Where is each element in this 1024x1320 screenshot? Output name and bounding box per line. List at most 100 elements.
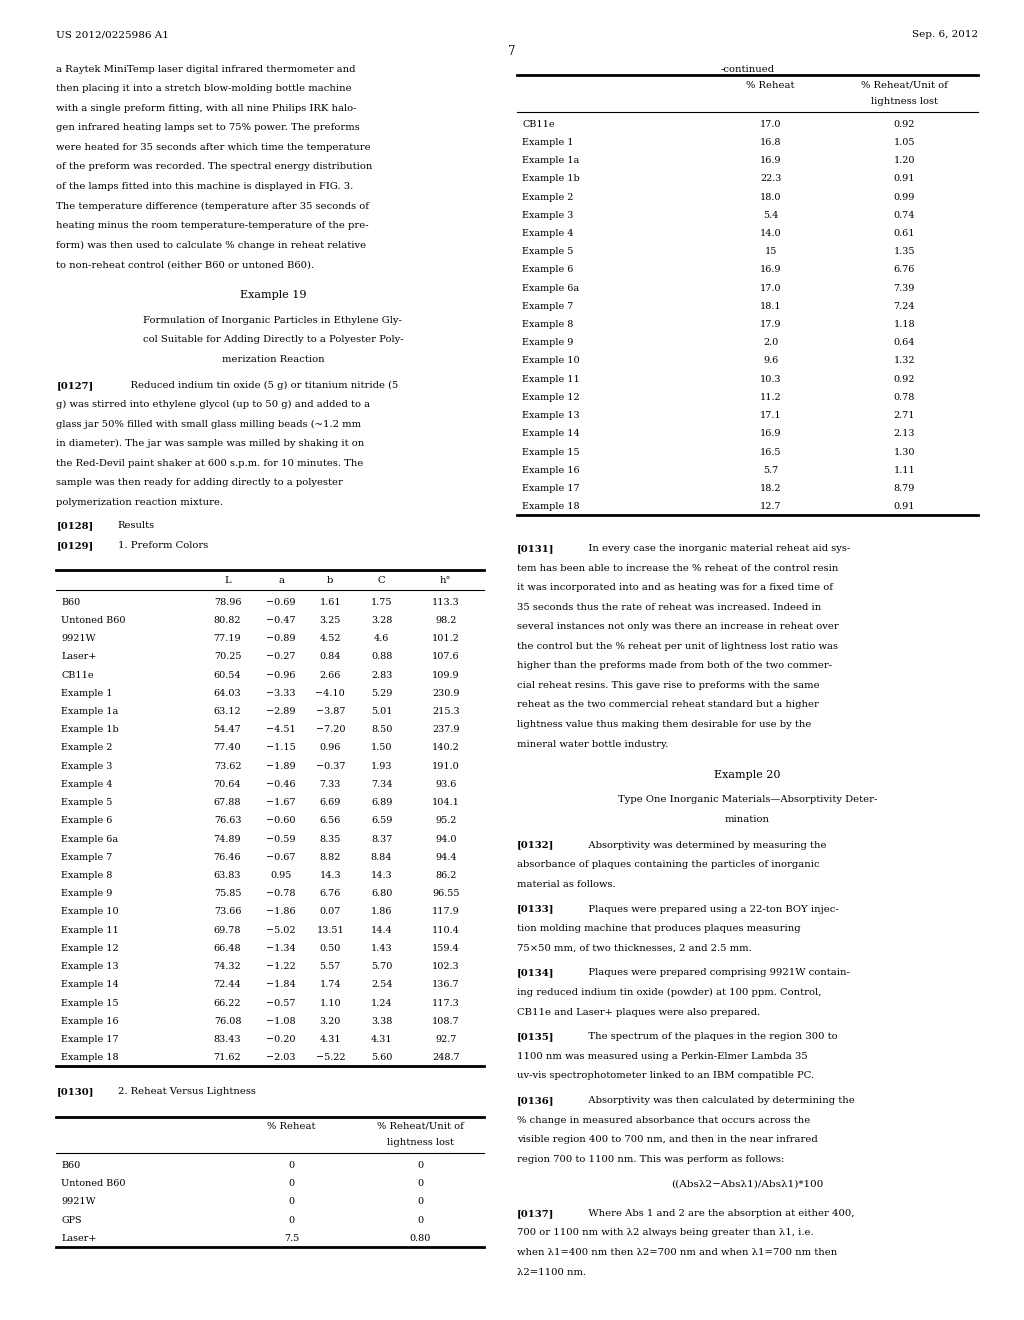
Text: polymerization reaction mixture.: polymerization reaction mixture. (56, 498, 223, 507)
Text: 2.0: 2.0 (763, 338, 778, 347)
Text: it was incorporated into and as heating was for a fixed time of: it was incorporated into and as heating … (517, 583, 834, 593)
Text: [0127]: [0127] (56, 380, 93, 389)
Text: 15: 15 (764, 247, 777, 256)
Text: Example 4: Example 4 (522, 228, 573, 238)
Text: −0.78: −0.78 (266, 890, 296, 898)
Text: C: C (378, 576, 385, 585)
Text: 8.35: 8.35 (319, 834, 341, 843)
Text: 0.92: 0.92 (894, 120, 914, 128)
Text: Sep. 6, 2012: Sep. 6, 2012 (911, 30, 978, 40)
Text: 18.1: 18.1 (760, 302, 781, 310)
Text: −0.69: −0.69 (266, 598, 296, 607)
Text: the control but the % reheat per unit of lightness lost ratio was: the control but the % reheat per unit of… (517, 642, 838, 651)
Text: Example 9: Example 9 (522, 338, 573, 347)
Text: 191.0: 191.0 (432, 762, 460, 771)
Text: 11.2: 11.2 (760, 393, 781, 401)
Text: 76.08: 76.08 (214, 1016, 242, 1026)
Text: 17.0: 17.0 (760, 284, 781, 293)
Text: visible region 400 to 700 nm, and then in the near infrared: visible region 400 to 700 nm, and then i… (517, 1135, 818, 1144)
Text: −1.15: −1.15 (266, 743, 296, 752)
Text: [0131]: [0131] (517, 544, 555, 553)
Text: uv-vis spectrophotometer linked to an IBM compatible PC.: uv-vis spectrophotometer linked to an IB… (517, 1072, 814, 1080)
Text: 1.50: 1.50 (371, 743, 392, 752)
Text: Example 3: Example 3 (522, 211, 573, 219)
Text: 4.31: 4.31 (371, 1035, 392, 1044)
Text: 16.9: 16.9 (760, 156, 781, 165)
Text: 74.89: 74.89 (214, 834, 242, 843)
Text: 12.7: 12.7 (760, 502, 781, 511)
Text: −4.10: −4.10 (315, 689, 345, 698)
Text: Example 18: Example 18 (61, 1053, 119, 1063)
Text: 102.3: 102.3 (432, 962, 460, 972)
Text: 3.20: 3.20 (319, 1016, 341, 1026)
Text: 14.3: 14.3 (319, 871, 341, 880)
Text: region 700 to 1100 nm. This was perform as follows:: region 700 to 1100 nm. This was perform … (517, 1155, 784, 1164)
Text: gen infrared heating lamps set to 75% power. The preforms: gen infrared heating lamps set to 75% po… (56, 123, 360, 132)
Text: 6.80: 6.80 (371, 890, 392, 898)
Text: L: L (224, 576, 230, 585)
Text: 6.69: 6.69 (319, 799, 341, 807)
Text: % change in measured absorbance that occurs across the: % change in measured absorbance that occ… (517, 1115, 810, 1125)
Text: 95.2: 95.2 (435, 816, 457, 825)
Text: 14.0: 14.0 (760, 228, 781, 238)
Text: −0.67: −0.67 (266, 853, 296, 862)
Text: 0.91: 0.91 (894, 502, 914, 511)
Text: 5.60: 5.60 (371, 1053, 392, 1063)
Text: 64.03: 64.03 (214, 689, 242, 698)
Text: −0.57: −0.57 (266, 998, 296, 1007)
Text: 76.63: 76.63 (214, 816, 242, 825)
Text: 75×50 mm, of two thicknesses, 2 and 2.5 mm.: 75×50 mm, of two thicknesses, 2 and 2.5 … (517, 944, 752, 953)
Text: Example 5: Example 5 (522, 247, 573, 256)
Text: Laser+: Laser+ (61, 652, 97, 661)
Text: 86.2: 86.2 (435, 871, 457, 880)
Text: 110.4: 110.4 (432, 925, 460, 935)
Text: h°: h° (440, 576, 452, 585)
Text: 6.56: 6.56 (319, 816, 341, 825)
Text: 0.50: 0.50 (319, 944, 341, 953)
Text: −1.08: −1.08 (266, 1016, 296, 1026)
Text: were heated for 35 seconds after which time the temperature: were heated for 35 seconds after which t… (56, 143, 371, 152)
Text: Example 13: Example 13 (61, 962, 119, 972)
Text: 0.95: 0.95 (270, 871, 292, 880)
Text: 3.25: 3.25 (319, 616, 341, 624)
Text: [0132]: [0132] (517, 841, 554, 850)
Text: −0.46: −0.46 (266, 780, 296, 789)
Text: Example 16: Example 16 (522, 466, 580, 475)
Text: 17.9: 17.9 (760, 319, 781, 329)
Text: Untoned B60: Untoned B60 (61, 616, 126, 624)
Text: then placing it into a stretch blow-molding bottle machine: then placing it into a stretch blow-mold… (56, 84, 352, 94)
Text: 5.57: 5.57 (319, 962, 341, 972)
Text: 215.3: 215.3 (432, 708, 460, 715)
Text: 1.24: 1.24 (371, 998, 392, 1007)
Text: Plaques were prepared using a 22-ton BOY injec-: Plaques were prepared using a 22-ton BOY… (579, 904, 839, 913)
Text: −2.89: −2.89 (266, 708, 296, 715)
Text: 3.38: 3.38 (371, 1016, 392, 1026)
Text: Absorptivity was determined by measuring the: Absorptivity was determined by measuring… (579, 841, 826, 850)
Text: 230.9: 230.9 (432, 689, 460, 698)
Text: 72.44: 72.44 (214, 981, 242, 989)
Text: −0.89: −0.89 (266, 634, 296, 643)
Text: 75.85: 75.85 (214, 890, 242, 898)
Text: 5.01: 5.01 (371, 708, 392, 715)
Text: 63.12: 63.12 (214, 708, 242, 715)
Text: Example 9: Example 9 (61, 890, 113, 898)
Text: Example 7: Example 7 (61, 853, 113, 862)
Text: 78.96: 78.96 (214, 598, 242, 607)
Text: 1.75: 1.75 (371, 598, 392, 607)
Text: Example 2: Example 2 (522, 193, 573, 202)
Text: 0.78: 0.78 (894, 393, 914, 401)
Text: 700 or 1100 nm with λ2 always being greater than λ1, i.e.: 700 or 1100 nm with λ2 always being grea… (517, 1229, 814, 1237)
Text: 98.2: 98.2 (435, 616, 457, 624)
Text: Plaques were prepared comprising 9921W contain-: Plaques were prepared comprising 9921W c… (579, 969, 850, 977)
Text: Example 13: Example 13 (522, 411, 580, 420)
Text: −1.86: −1.86 (266, 907, 296, 916)
Text: 0: 0 (417, 1160, 423, 1170)
Text: [0128]: [0128] (56, 521, 93, 531)
Text: −0.27: −0.27 (266, 652, 296, 661)
Text: 0.84: 0.84 (319, 652, 341, 661)
Text: 70.64: 70.64 (214, 780, 242, 789)
Text: 63.83: 63.83 (214, 871, 242, 880)
Text: in diameter). The jar was sample was milled by shaking it on: in diameter). The jar was sample was mil… (56, 440, 365, 449)
Text: Example 14: Example 14 (61, 981, 119, 989)
Text: 94.0: 94.0 (435, 834, 457, 843)
